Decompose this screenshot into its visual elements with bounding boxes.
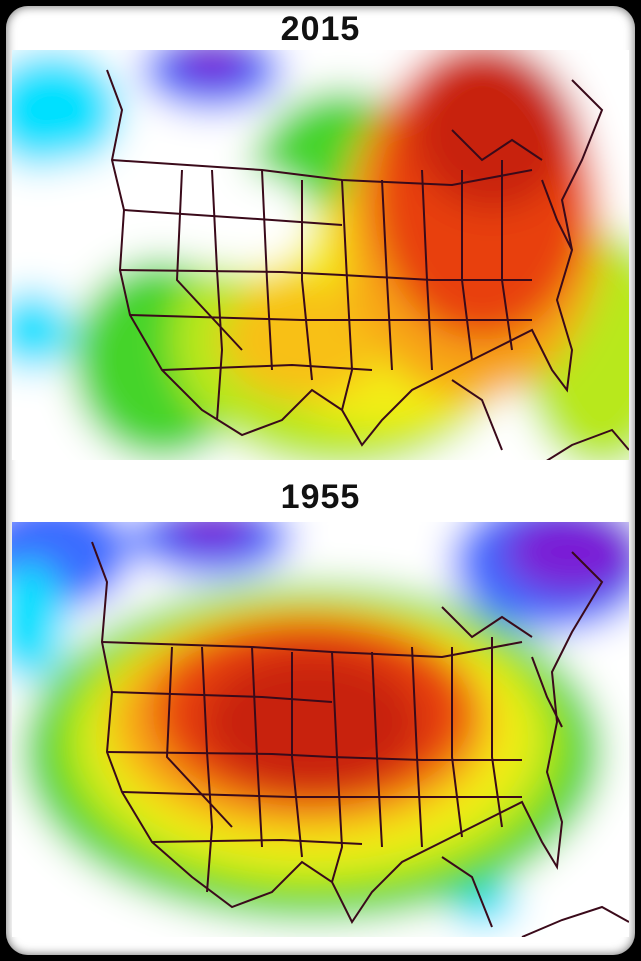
heat-map-top: [12, 50, 629, 460]
temperature-field-bottom: [12, 522, 629, 937]
heat-map-bottom: [12, 522, 629, 937]
map-title-top: 2015: [280, 10, 361, 48]
state-borders-bottom: [91, 541, 629, 937]
map-title-bottom: 1955: [280, 478, 361, 516]
state-borders-top: [106, 69, 629, 460]
temperature-field-top: [12, 50, 629, 460]
